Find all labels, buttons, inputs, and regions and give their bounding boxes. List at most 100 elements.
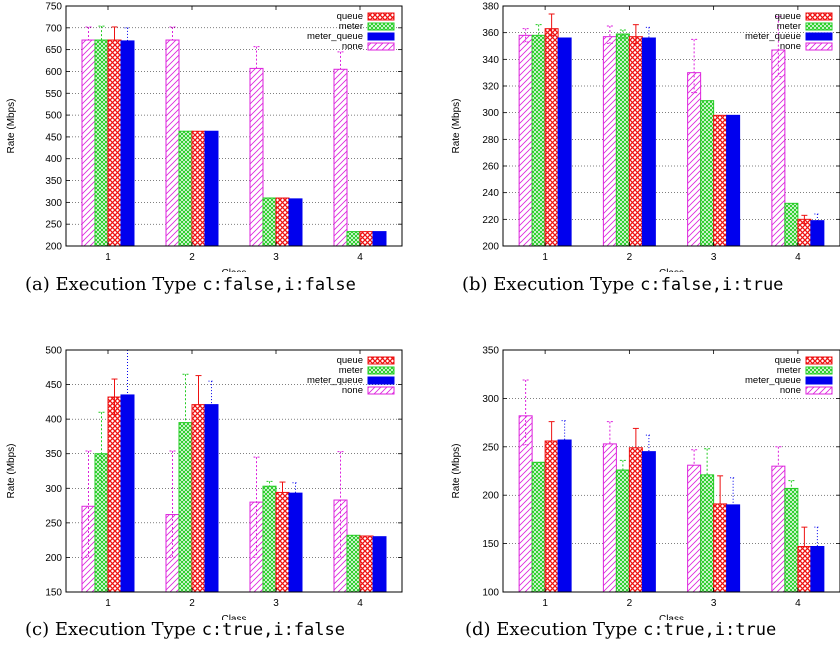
caption-c-code: c:true,i:false bbox=[201, 620, 345, 640]
legend-swatch-meter-queue bbox=[367, 32, 395, 41]
x-tick-label: 2 bbox=[189, 598, 195, 609]
error-bar-none bbox=[85, 450, 92, 558]
legend-swatch-queue bbox=[367, 12, 395, 21]
error-bar-none bbox=[253, 46, 260, 69]
bar-none bbox=[602, 36, 617, 247]
caption-d: (d) Execution Type c:true,i:true bbox=[465, 619, 776, 640]
y-tick-label: 350 bbox=[45, 449, 62, 460]
bar-queue bbox=[544, 440, 559, 593]
legend-label: meter bbox=[339, 21, 363, 32]
x-axis-label: Class bbox=[221, 614, 246, 620]
legend-label: meter_queue bbox=[307, 31, 363, 42]
error-bar-meter bbox=[619, 29, 626, 39]
y-tick-label: 750 bbox=[45, 2, 62, 13]
bar-meter-queue bbox=[204, 130, 219, 247]
bar-none bbox=[518, 415, 533, 593]
y-tick-label: 200 bbox=[45, 553, 62, 564]
y-tick-label: 200 bbox=[45, 242, 62, 253]
bar-none bbox=[165, 39, 180, 247]
x-tick-label: 4 bbox=[357, 598, 363, 609]
x-tick-label: 1 bbox=[105, 252, 111, 263]
bar-meter-queue bbox=[726, 504, 741, 593]
error-bar-queue bbox=[717, 475, 724, 504]
x-tick-label: 3 bbox=[273, 252, 279, 263]
error-bar-queue bbox=[801, 214, 808, 224]
bar-queue bbox=[359, 231, 374, 247]
bar-queue bbox=[107, 39, 122, 247]
bar-meter-queue bbox=[726, 114, 741, 247]
y-tick-label: 150 bbox=[45, 588, 62, 599]
bar-meter-queue bbox=[372, 536, 387, 593]
legend-swatch-queue bbox=[805, 356, 833, 365]
legend-label: meter_queue bbox=[745, 31, 801, 42]
legend-swatch-none bbox=[805, 42, 833, 51]
caption-d-code: c:true,i:true bbox=[643, 620, 777, 640]
bar-queue bbox=[191, 404, 206, 593]
y-axis-label: Rate (Mbps) bbox=[451, 98, 462, 153]
bar-queue bbox=[544, 28, 559, 247]
y-tick-label: 300 bbox=[482, 394, 499, 405]
chart-d: 100 150 200 250 300 350 1 2 3 4 Class Rate (Mbps) qu… bbox=[451, 346, 840, 620]
error-bar-none bbox=[691, 449, 698, 466]
y-axis-label: Rate (Mbps) bbox=[451, 443, 462, 498]
y-tick-label: 340 bbox=[482, 55, 499, 66]
legend-swatch-meter bbox=[367, 366, 395, 375]
error-bar-queue bbox=[632, 427, 639, 448]
error-bar-none bbox=[337, 51, 344, 70]
legend-label: queue bbox=[337, 355, 363, 366]
bar-meter-queue bbox=[288, 492, 303, 593]
bar-meter-queue bbox=[288, 198, 303, 247]
caption-d-label: (d) Execution Type bbox=[465, 619, 644, 640]
y-tick-label: 150 bbox=[482, 539, 499, 550]
x-tick-label: 2 bbox=[627, 598, 633, 609]
error-bar-queue bbox=[195, 375, 202, 405]
x-tick-label: 1 bbox=[105, 598, 111, 609]
legend-label: meter_queue bbox=[307, 375, 363, 386]
bar-meter bbox=[262, 197, 277, 247]
bar-none bbox=[249, 67, 264, 247]
bar-none bbox=[333, 68, 348, 247]
bar-meter bbox=[700, 474, 715, 593]
bar-meter bbox=[531, 34, 546, 247]
error-bar-none bbox=[522, 28, 529, 43]
y-axis-label: Rate (Mbps) bbox=[6, 98, 17, 153]
legend-label: queue bbox=[337, 11, 363, 22]
y-tick-label: 220 bbox=[482, 215, 499, 226]
legend-label: none bbox=[780, 41, 801, 52]
x-tick-label: 3 bbox=[711, 598, 717, 609]
error-bar-none bbox=[606, 25, 613, 44]
y-tick-label: 250 bbox=[45, 518, 62, 529]
x-tick-label: 3 bbox=[273, 598, 279, 609]
y-tick-label: 360 bbox=[482, 28, 499, 39]
bar-none bbox=[518, 34, 533, 247]
bar-queue bbox=[628, 36, 643, 247]
bar-none bbox=[687, 72, 702, 247]
y-tick-label: 380 bbox=[482, 2, 499, 13]
legend-label: queue bbox=[775, 11, 801, 22]
y-tick-label: 240 bbox=[482, 188, 499, 199]
error-bar-meter-queue bbox=[124, 27, 131, 41]
legend-label: meter bbox=[777, 21, 801, 32]
bar-queue bbox=[628, 447, 643, 593]
bar-none bbox=[687, 464, 702, 593]
legend-swatch-meter bbox=[805, 366, 833, 375]
error-bar-meter bbox=[619, 459, 626, 471]
caption-a-code: c:false,i:false bbox=[202, 275, 356, 295]
legend-label: meter_queue bbox=[745, 375, 801, 386]
y-tick-label: 600 bbox=[45, 67, 62, 78]
x-tick-label: 2 bbox=[189, 252, 195, 263]
bar-meter bbox=[178, 422, 193, 593]
caption-c: (c) Execution Type c:true,i:false bbox=[25, 619, 345, 640]
error-bar-none bbox=[775, 16, 782, 78]
x-tick-label: 4 bbox=[795, 252, 801, 263]
y-tick-label: 300 bbox=[482, 108, 499, 119]
caption-b-code: c:false,i:true bbox=[640, 275, 784, 295]
y-tick-label: 200 bbox=[482, 242, 499, 253]
bar-queue bbox=[797, 546, 812, 593]
bar-meter bbox=[94, 453, 109, 593]
error-bar-queue bbox=[548, 421, 555, 441]
y-tick-label: 250 bbox=[482, 442, 499, 453]
error-bar-meter-queue bbox=[645, 26, 652, 38]
y-tick-label: 400 bbox=[45, 154, 62, 165]
x-tick-label: 4 bbox=[357, 252, 363, 263]
